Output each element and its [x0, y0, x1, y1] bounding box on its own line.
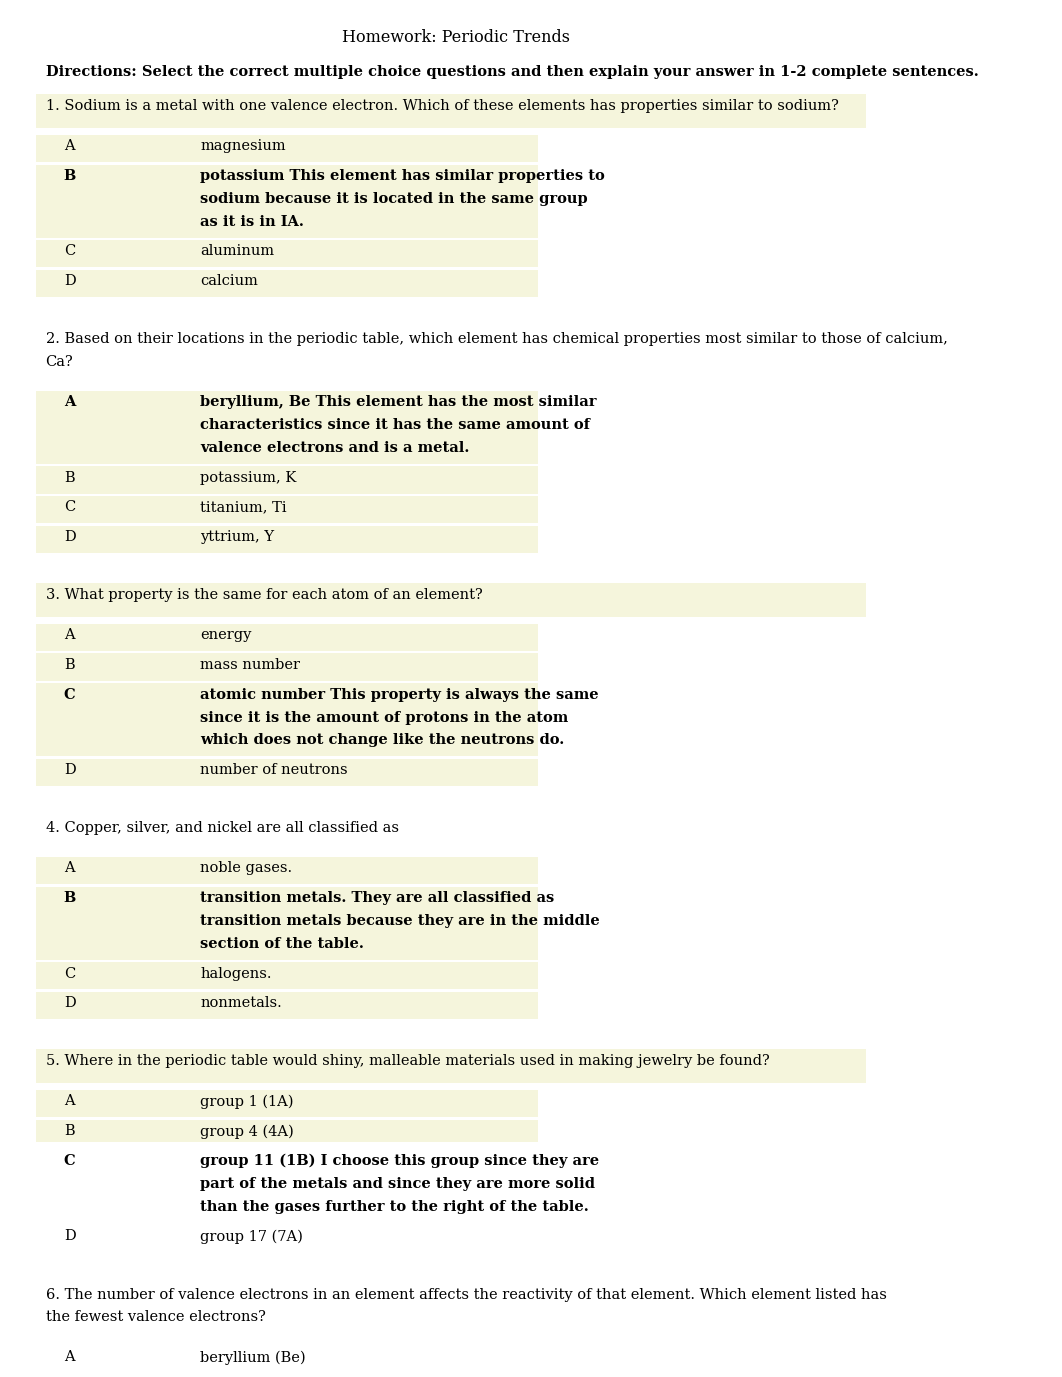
- Text: nonmetals.: nonmetals.: [201, 996, 282, 1011]
- Text: 3. What property is the same for each atom of an element?: 3. What property is the same for each at…: [46, 588, 482, 602]
- FancyBboxPatch shape: [36, 1049, 866, 1084]
- FancyBboxPatch shape: [36, 856, 537, 884]
- Text: as it is in IA.: as it is in IA.: [201, 215, 305, 229]
- FancyBboxPatch shape: [36, 1150, 537, 1223]
- Text: atomic number This property is always the same: atomic number This property is always th…: [201, 687, 599, 702]
- Text: sodium because it is located in the same group: sodium because it is located in the same…: [201, 191, 588, 207]
- Text: section of the table.: section of the table.: [201, 936, 364, 950]
- Text: 2. Based on their locations in the periodic table, which element has chemical pr: 2. Based on their locations in the perio…: [46, 332, 947, 347]
- FancyBboxPatch shape: [36, 1224, 537, 1252]
- Text: B: B: [64, 891, 76, 905]
- Text: 4. Copper, silver, and nickel are all classified as: 4. Copper, silver, and nickel are all cl…: [46, 822, 398, 836]
- Text: than the gases further to the right of the table.: than the gases further to the right of t…: [201, 1199, 589, 1213]
- Text: Ca?: Ca?: [46, 355, 73, 369]
- Text: B: B: [64, 471, 74, 485]
- FancyBboxPatch shape: [36, 391, 537, 464]
- FancyBboxPatch shape: [36, 240, 537, 267]
- FancyBboxPatch shape: [36, 496, 537, 523]
- Text: C: C: [64, 245, 75, 259]
- Text: transition metals. They are all classified as: transition metals. They are all classifi…: [201, 891, 554, 905]
- Text: 6. The number of valence electrons in an element affects the reactivity of that : 6. The number of valence electrons in an…: [46, 1287, 887, 1301]
- Text: B: B: [64, 1124, 74, 1139]
- Text: group 17 (7A): group 17 (7A): [201, 1230, 304, 1243]
- Text: transition metals because they are in the middle: transition metals because they are in th…: [201, 914, 600, 928]
- Text: C: C: [64, 500, 75, 515]
- FancyBboxPatch shape: [36, 94, 866, 128]
- FancyBboxPatch shape: [36, 467, 537, 493]
- FancyBboxPatch shape: [36, 1091, 537, 1117]
- FancyBboxPatch shape: [36, 654, 537, 680]
- Text: A: A: [64, 395, 75, 409]
- Text: potassium This element has similar properties to: potassium This element has similar prope…: [201, 169, 605, 183]
- Text: 5. Where in the periodic table would shiny, malleable materials used in making j: 5. Where in the periodic table would shi…: [46, 1055, 769, 1069]
- Text: yttrium, Y: yttrium, Y: [201, 530, 275, 544]
- Text: C: C: [64, 687, 75, 702]
- Text: A: A: [64, 862, 74, 876]
- Text: which does not change like the neutrons do.: which does not change like the neutrons …: [201, 734, 565, 748]
- Text: number of neutrons: number of neutrons: [201, 763, 348, 777]
- Text: valence electrons and is a metal.: valence electrons and is a metal.: [201, 441, 469, 454]
- FancyBboxPatch shape: [36, 759, 537, 786]
- FancyBboxPatch shape: [36, 624, 537, 651]
- Text: B: B: [64, 169, 76, 183]
- Text: C: C: [64, 967, 75, 980]
- Text: halogens.: halogens.: [201, 967, 272, 980]
- FancyBboxPatch shape: [36, 582, 866, 617]
- FancyBboxPatch shape: [36, 991, 537, 1019]
- Text: the fewest valence electrons?: the fewest valence electrons?: [46, 1311, 266, 1325]
- Text: group 4 (4A): group 4 (4A): [201, 1124, 294, 1139]
- Text: A: A: [64, 1351, 74, 1365]
- Text: group 1 (1A): group 1 (1A): [201, 1095, 294, 1108]
- Text: D: D: [64, 763, 75, 777]
- Text: D: D: [64, 1230, 75, 1243]
- Text: characteristics since it has the same amount of: characteristics since it has the same am…: [201, 419, 590, 432]
- Text: magnesium: magnesium: [201, 139, 286, 153]
- Text: group 11 (1B) I choose this group since they are: group 11 (1B) I choose this group since …: [201, 1154, 600, 1168]
- Text: D: D: [64, 274, 75, 288]
- Text: A: A: [64, 139, 74, 153]
- Text: C: C: [64, 1154, 75, 1168]
- Text: D: D: [64, 530, 75, 544]
- Text: beryllium, Be This element has the most similar: beryllium, Be This element has the most …: [201, 395, 597, 409]
- Text: mass number: mass number: [201, 658, 301, 672]
- FancyBboxPatch shape: [36, 270, 537, 297]
- FancyBboxPatch shape: [36, 526, 537, 554]
- Text: energy: energy: [201, 628, 252, 642]
- Text: A: A: [64, 628, 74, 642]
- Text: Directions: Select the correct multiple choice questions and then explain your a: Directions: Select the correct multiple …: [46, 65, 978, 78]
- Text: beryllium (Be): beryllium (Be): [201, 1351, 306, 1365]
- Text: A: A: [64, 1095, 74, 1108]
- FancyBboxPatch shape: [36, 683, 537, 756]
- Text: part of the metals and since they are more solid: part of the metals and since they are mo…: [201, 1177, 596, 1191]
- Text: noble gases.: noble gases.: [201, 862, 292, 876]
- Text: potassium, K: potassium, K: [201, 471, 296, 485]
- Text: D: D: [64, 996, 75, 1011]
- Text: since it is the amount of protons in the atom: since it is the amount of protons in the…: [201, 711, 569, 724]
- Text: 1. Sodium is a metal with one valence electron. Which of these elements has prop: 1. Sodium is a metal with one valence el…: [46, 99, 838, 113]
- Text: B: B: [64, 658, 74, 672]
- FancyBboxPatch shape: [36, 135, 537, 162]
- FancyBboxPatch shape: [36, 164, 537, 238]
- Text: aluminum: aluminum: [201, 245, 275, 259]
- FancyBboxPatch shape: [36, 963, 537, 989]
- Text: calcium: calcium: [201, 274, 258, 288]
- FancyBboxPatch shape: [36, 1376, 537, 1377]
- Text: titanium, Ti: titanium, Ti: [201, 500, 287, 515]
- FancyBboxPatch shape: [36, 1120, 537, 1147]
- FancyBboxPatch shape: [36, 1345, 537, 1373]
- Text: Homework: Periodic Trends: Homework: Periodic Trends: [342, 29, 569, 45]
- FancyBboxPatch shape: [36, 887, 537, 960]
